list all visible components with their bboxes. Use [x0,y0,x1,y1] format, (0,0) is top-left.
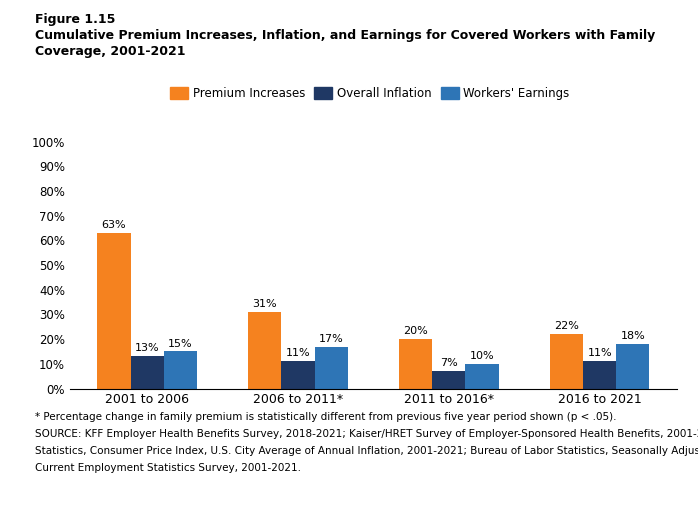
Text: Figure 1.15: Figure 1.15 [35,13,115,26]
Text: 11%: 11% [588,349,612,359]
Text: Current Employment Statistics Survey, 2001-2021.: Current Employment Statistics Survey, 20… [35,463,301,472]
Text: 10%: 10% [470,351,494,361]
Text: 15%: 15% [168,339,193,349]
Bar [248,312,281,388]
Text: * Percentage change in family premium is statistically different from previous f: * Percentage change in family premium is… [35,412,616,422]
Bar [164,352,197,388]
Bar [281,361,315,388]
Text: 7%: 7% [440,358,458,368]
Bar [550,334,583,388]
Legend: Premium Increases, Overall Inflation, Workers' Earnings: Premium Increases, Overall Inflation, Wo… [165,82,574,104]
Bar [98,233,131,388]
Text: 11%: 11% [285,349,311,359]
Bar [432,371,466,388]
Text: 31%: 31% [253,299,277,309]
Text: Coverage, 2001-2021: Coverage, 2001-2021 [35,45,186,58]
Bar [131,356,164,388]
Bar [315,346,348,388]
Bar [583,361,616,388]
Text: 22%: 22% [554,321,579,331]
Text: 13%: 13% [135,343,159,353]
Text: 63%: 63% [102,220,126,230]
Bar [616,344,649,388]
Text: Cumulative Premium Increases, Inflation, and Earnings for Covered Workers with F: Cumulative Premium Increases, Inflation,… [35,29,655,42]
Bar [399,339,432,388]
Text: SOURCE: KFF Employer Health Benefits Survey, 2018-2021; Kaiser/HRET Survey of Em: SOURCE: KFF Employer Health Benefits Sur… [35,429,698,439]
Text: 18%: 18% [621,331,645,341]
Bar [466,364,498,388]
Text: Statistics, Consumer Price Index, U.S. City Average of Annual Inflation, 2001-20: Statistics, Consumer Price Index, U.S. C… [35,446,698,456]
Text: 17%: 17% [319,333,343,343]
Text: 20%: 20% [403,326,428,336]
